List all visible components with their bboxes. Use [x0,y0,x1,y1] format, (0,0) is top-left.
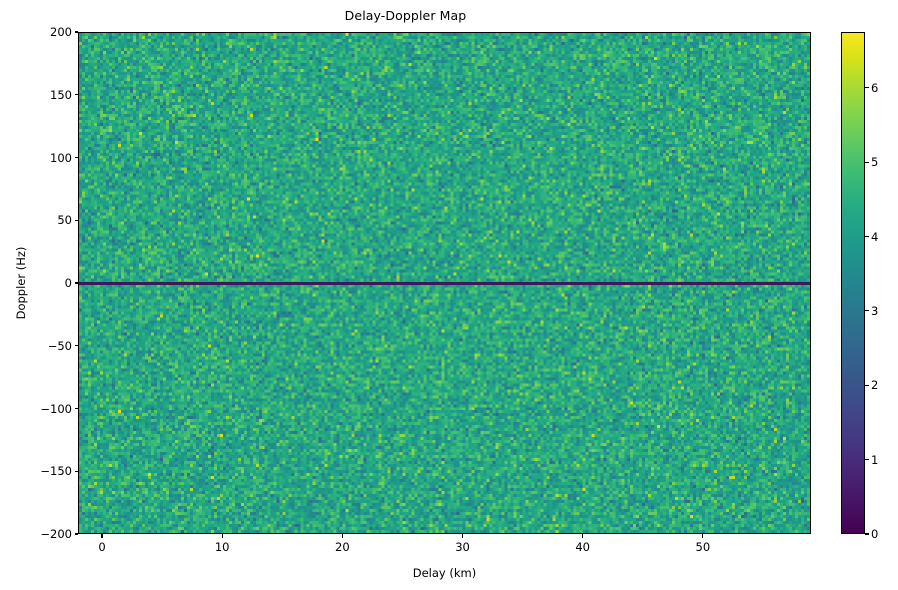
colorbar[interactable] [841,32,865,534]
y-tick-label: 100 [50,150,72,165]
x-tick-mark [221,534,223,538]
y-tick-label: −150 [40,464,72,479]
y-tick-label: 200 [50,25,72,39]
x-tick-label: 20 [335,540,350,554]
colorbar-tick-mark [865,459,869,461]
y-tick-label: 0 [64,276,72,290]
y-tick-mark [74,282,78,284]
x-tick-mark [582,534,584,538]
y-tick-label: 150 [50,87,72,102]
y-tick-label: −100 [40,401,72,416]
colorbar-tick-label: 0 [871,527,879,541]
colorbar-tick-label: 6 [871,80,879,95]
colorbar-tick-mark [865,310,869,312]
y-tick-label: −50 [47,338,72,353]
y-tick-mark [74,219,78,221]
colorbar-tick-label: 3 [871,303,879,318]
colorbar-tick-label: 1 [871,452,879,467]
colorbar-tick-label: 4 [871,229,879,244]
y-tick-mark [74,533,78,535]
delay-doppler-heatmap-axes[interactable] [78,32,811,534]
zero-doppler-ridge [79,282,810,286]
colorbar-tick-mark [865,384,869,386]
x-tick-label: 40 [575,540,591,554]
colorbar-tick-label: 5 [871,155,879,170]
y-tick-mark [74,156,78,159]
x-tick-label: 50 [695,540,711,554]
x-tick-mark [702,534,704,538]
y-tick-label: −200 [40,527,72,541]
y-tick-mark [74,31,78,33]
x-tick-label: 30 [455,540,470,554]
y-tick-mark [74,407,78,410]
colorbar-tick-mark [865,533,869,535]
y-tick-label: 50 [57,213,72,228]
colorbar-tick-label: 2 [871,378,879,393]
colorbar-tick-mark [865,235,869,238]
colorbar-tick-mark [865,87,869,89]
x-tick-mark [341,534,343,538]
colorbar-tick-mark [865,161,869,163]
chart-title: Delay-Doppler Map [344,8,467,23]
y-tick-mark [74,94,78,96]
x-tick-mark [461,534,464,538]
x-tick-mark [101,534,103,538]
y-tick-mark [74,345,78,347]
y-axis-label: Doppler (Hz) [14,246,28,320]
x-tick-label: 0 [98,540,106,554]
x-axis-label: Delay (km) [412,566,477,580]
y-tick-mark [74,470,78,472]
x-tick-label: 10 [214,540,230,554]
